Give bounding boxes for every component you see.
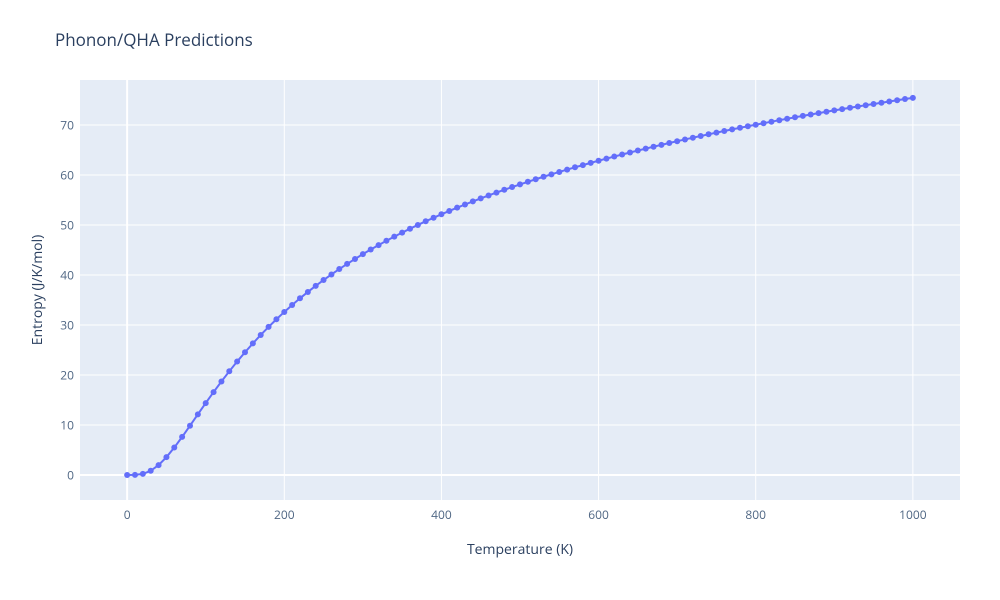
y-tick-label: 50 xyxy=(52,217,74,234)
plot-svg xyxy=(80,80,960,500)
x-tick-label: 400 xyxy=(431,506,452,523)
plot-area[interactable] xyxy=(80,80,960,500)
y-tick-label: 60 xyxy=(52,167,74,184)
x-axis-label: Temperature (K) xyxy=(440,540,600,559)
y-tick-label: 70 xyxy=(52,117,74,134)
y-tick-label: 0 xyxy=(52,467,74,484)
x-tick-label: 200 xyxy=(274,506,295,523)
y-tick-label: 30 xyxy=(52,317,74,334)
y-tick-label: 20 xyxy=(52,367,74,384)
chart-container: Phonon/QHA Predictions Temperature (K) E… xyxy=(0,0,1000,600)
chart-title: Phonon/QHA Predictions xyxy=(55,28,253,51)
x-tick-label: 800 xyxy=(745,506,766,523)
x-tick-label: 600 xyxy=(588,506,609,523)
x-tick-label: 0 xyxy=(124,506,131,523)
x-tick-label: 1000 xyxy=(899,506,926,523)
y-tick-label: 10 xyxy=(52,417,74,434)
y-tick-label: 40 xyxy=(52,267,74,284)
y-axis-label: Entropy (J/K/mol) xyxy=(28,220,47,360)
